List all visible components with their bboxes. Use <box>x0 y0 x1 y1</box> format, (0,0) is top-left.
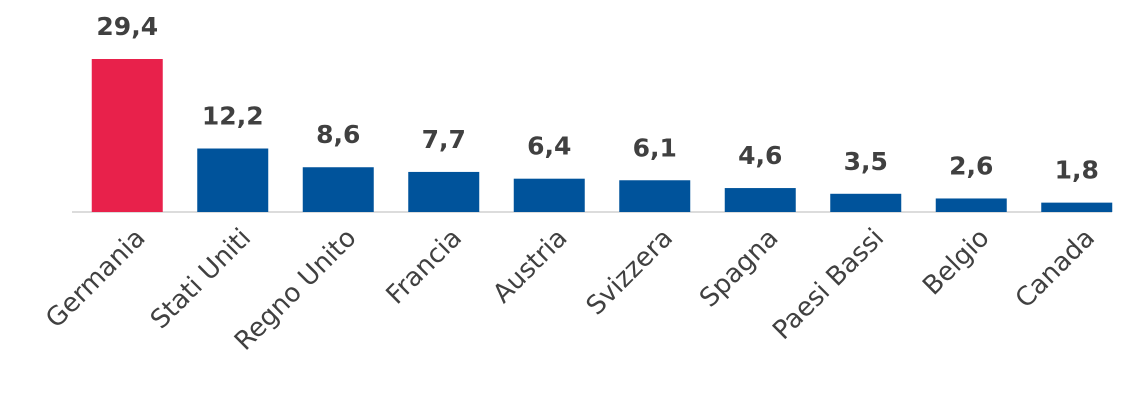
category-label: Svizzera <box>581 223 679 321</box>
bar <box>935 198 1007 212</box>
category-label: Paesi Bassi <box>767 223 890 346</box>
bar <box>619 180 691 212</box>
bar <box>302 167 374 212</box>
bar <box>197 148 269 212</box>
value-label: 12,2 <box>202 102 264 131</box>
category-label: Austria <box>487 223 573 309</box>
value-label: 8,6 <box>316 120 360 149</box>
category-label: Germania <box>40 223 151 334</box>
category-label: Francia <box>381 223 468 310</box>
bar <box>724 188 796 212</box>
bar <box>91 59 163 212</box>
bar <box>1041 202 1113 212</box>
category-label: Spagna <box>694 223 784 313</box>
category-label: Belgio <box>917 223 995 301</box>
category-label: Canada <box>1010 223 1101 314</box>
value-label: 4,6 <box>738 141 782 170</box>
value-label: 3,5 <box>844 147 888 176</box>
bar <box>408 171 480 212</box>
value-label: 6,1 <box>633 133 677 162</box>
value-label: 2,6 <box>949 151 993 180</box>
category-label: Stati Uniti <box>145 223 257 335</box>
bar <box>513 178 585 212</box>
value-label: 29,4 <box>96 12 158 41</box>
value-label: 6,4 <box>527 132 571 161</box>
value-label: 1,8 <box>1055 156 1099 185</box>
bar <box>830 193 902 212</box>
value-label: 7,7 <box>422 125 466 154</box>
